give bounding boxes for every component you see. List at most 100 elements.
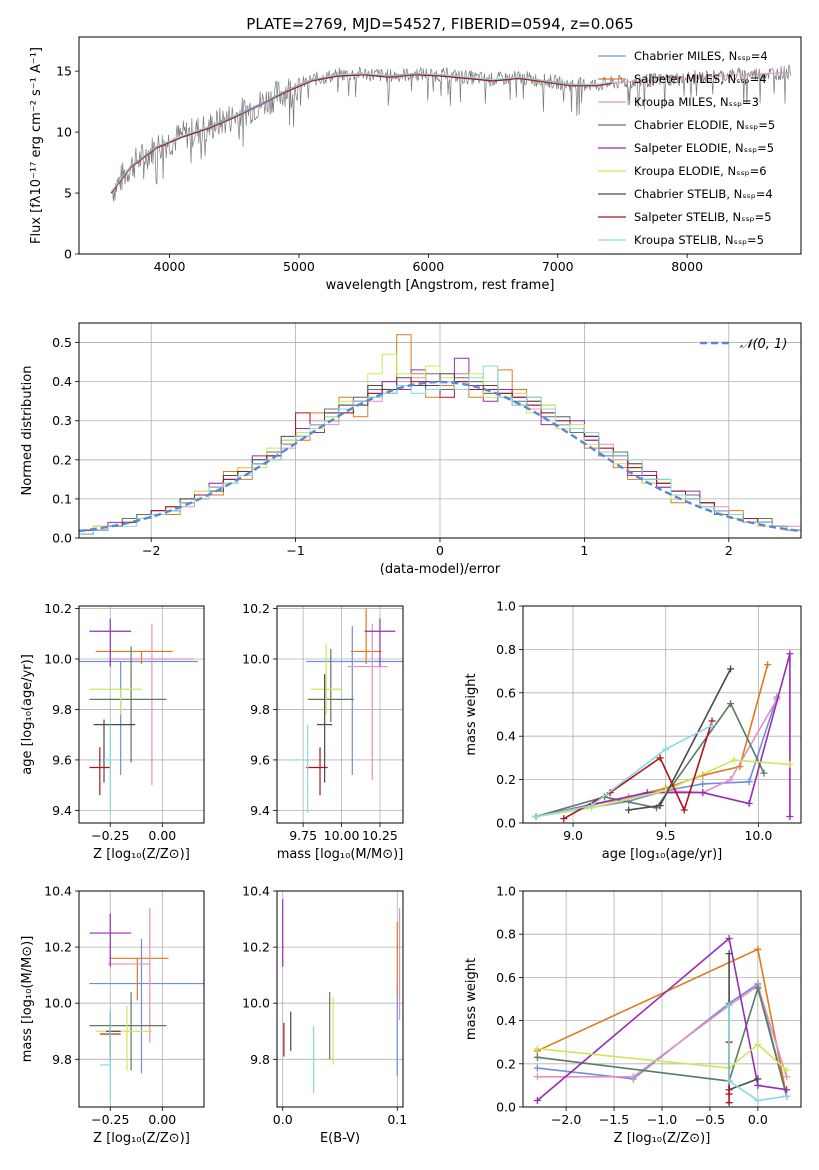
- y-tick-label: 9.8: [250, 1052, 270, 1067]
- y-tick-label: 0.2: [496, 772, 516, 787]
- plot-area-age-vs-mass: [284, 608, 403, 813]
- model-spectrum-line: [110, 72, 613, 193]
- legend-label: 𝒩(0, 1): [740, 337, 787, 352]
- legend-label: Kroupa STELIB, Nₛₛₚ=5: [634, 233, 764, 247]
- mass-weight-point: [625, 806, 633, 814]
- mass-weight-point: [656, 754, 664, 762]
- x-tick-label: −2.0: [551, 1112, 581, 1127]
- mass-weight-point: [560, 815, 568, 823]
- y-tick-label: 9.8: [52, 702, 72, 717]
- y-tick-label: 9.4: [52, 803, 72, 818]
- y-tick-label: 0.1: [52, 491, 72, 506]
- x-tick-label: −1: [286, 543, 304, 558]
- x-tick-label: 6000: [412, 259, 444, 274]
- y-axis-label: Flux [fλ10⁻¹⁷ erg cm⁻² s⁻¹ A⁻¹]: [29, 47, 44, 244]
- mass-weight-point: [708, 721, 716, 729]
- mass-weight-point: [725, 1077, 733, 1085]
- x-axis-label: E(B-V): [320, 1131, 360, 1146]
- y-tick-label: 10.2: [44, 601, 72, 616]
- mass-weight-point: [786, 812, 794, 820]
- y-tick-label: 10.2: [242, 940, 270, 955]
- x-axis-label: Z [log₁₀(Z/Z⊙)]: [93, 1131, 190, 1146]
- x-tick-label: 10.00: [324, 828, 360, 843]
- mass-weight-line: [537, 1043, 788, 1071]
- model-spectrum-line: [110, 74, 613, 194]
- plot-frame-spectrum: [78, 36, 802, 255]
- y-tick-label: 0.6: [496, 970, 516, 985]
- mass-weight-point: [725, 935, 733, 943]
- legend-label: Kroupa MILES, Nₛₛₚ=3: [634, 95, 759, 109]
- plot-area-age-vs-Z: [79, 618, 198, 813]
- y-axis-label: mass [log₁₀(M/M⊙)]: [20, 936, 35, 1063]
- mass-weight-point: [699, 780, 707, 788]
- y-tick-label: 0.4: [496, 729, 516, 744]
- mass-weight-point: [725, 1001, 733, 1009]
- x-tick-label: −1.0: [647, 1112, 677, 1127]
- x-axis-label: Z [log₁₀(Z/Z⊙)]: [614, 1131, 711, 1146]
- x-tick-label: 9.75: [289, 828, 317, 843]
- y-tick-label: 0.0: [496, 816, 516, 831]
- axes-residuals: −2 −1 0 1 2 0.0 0.1 0.2 0.3 0.4 0.5 (data-model)/er…: [20, 323, 801, 577]
- y-tick-label: 0.0: [52, 531, 72, 546]
- y-tick-label: 10.4: [44, 884, 72, 899]
- y-tick-label: 5: [64, 186, 72, 201]
- mass-weight-line: [535, 696, 778, 818]
- mass-weight-point: [680, 806, 688, 814]
- x-tick-label: 8000: [671, 259, 703, 274]
- spectrum-legend: Chabrier MILES, Nₛₛₚ=4 Salpeter MILES, Nₛ…: [598, 49, 775, 247]
- legend-label: Chabrier MILES, Nₛₛₚ=4: [634, 49, 768, 63]
- mass-weight-point: [764, 661, 772, 669]
- mass-weight-point: [725, 950, 733, 958]
- x-tick-label: −0.5: [695, 1112, 725, 1127]
- axes-age-vs-mass: 9.75 10.00 10.25 9.4 9.6 9.8 10.0 10.2 mass [log…: [242, 601, 403, 862]
- mass-weight-line: [728, 1005, 787, 1102]
- axes-massweight-vs-age: 9.0 9.5 10.0 0.0 0.2 0.4 0.6 0.8 1.0 age [log₁₀(a…: [464, 599, 801, 862]
- mass-weight-point: [754, 1075, 762, 1083]
- x-tick-label: 4000: [154, 259, 186, 274]
- y-axis-label: mass weight: [464, 958, 479, 1040]
- x-axis-label: mass [log₁₀(M/M⊙)]: [277, 847, 404, 862]
- x-axis-label: Z [log₁₀(Z/Z⊙)]: [93, 847, 190, 862]
- legend-label: Salpeter STELIB, Nₛₛₚ=5: [634, 210, 772, 224]
- y-tick-label: 0.2: [496, 1056, 516, 1071]
- plot-frame-age-vs-mass: [276, 605, 404, 824]
- plot-area-residuals: [79, 334, 801, 538]
- plot-area-massweight-vs-Z: [533, 935, 791, 1107]
- y-tick-label: 0.4: [52, 374, 72, 389]
- y-axis-label: mass weight: [464, 673, 479, 755]
- axes-age-vs-Z: −0.25 0.00 9.4 9.6 9.8 10.0 10.2 Z [log₁₀(Z/Z⊙)…: [20, 601, 204, 862]
- plot-frame-mass-vs-EBV: [276, 890, 404, 1108]
- plot-frame-age-vs-Z: [78, 605, 205, 824]
- y-tick-label: 9.6: [250, 752, 270, 767]
- plot-frame-residuals: [78, 322, 802, 539]
- x-tick-label: −1.5: [599, 1112, 629, 1127]
- mass-weight-point: [786, 650, 794, 658]
- legend-label: Salpeter MILES, Nₛₛₚ=4: [634, 72, 767, 86]
- mass-weight-point: [730, 756, 738, 764]
- x-tick-label: 0.00: [148, 1112, 176, 1127]
- x-tick-label: 0.0: [748, 1112, 768, 1127]
- axes-spectrum: 4000 5000 6000 7000 8000 0 5 10 15 wavelength [An…: [29, 47, 703, 293]
- mass-weight-point: [699, 789, 707, 797]
- mass-weight-point: [727, 776, 735, 784]
- x-tick-label: 0.0: [273, 1112, 293, 1127]
- x-tick-label: 9.0: [563, 828, 583, 843]
- mass-weight-point: [754, 1097, 762, 1105]
- x-tick-label: 5000: [283, 259, 315, 274]
- plot-frame-massweight-vs-age: [522, 605, 802, 824]
- mass-weight-point: [754, 1081, 762, 1089]
- mass-weight-point: [725, 1090, 733, 1098]
- mass-weight-point: [745, 778, 753, 786]
- y-tick-label: 0.8: [496, 927, 516, 942]
- mass-weight-point: [783, 1066, 791, 1074]
- y-tick-label: 9.8: [250, 702, 270, 717]
- x-axis-label: age [log₁₀(age/yr)]: [602, 847, 723, 862]
- y-tick-label: 15: [56, 64, 72, 79]
- mass-weight-point: [783, 1086, 791, 1094]
- x-tick-label: 9.5: [656, 828, 676, 843]
- plot-area-mass-vs-Z: [89, 907, 204, 1099]
- x-tick-label: 1: [580, 543, 588, 558]
- x-tick-label: −2: [142, 543, 160, 558]
- x-tick-label: 10.25: [362, 828, 398, 843]
